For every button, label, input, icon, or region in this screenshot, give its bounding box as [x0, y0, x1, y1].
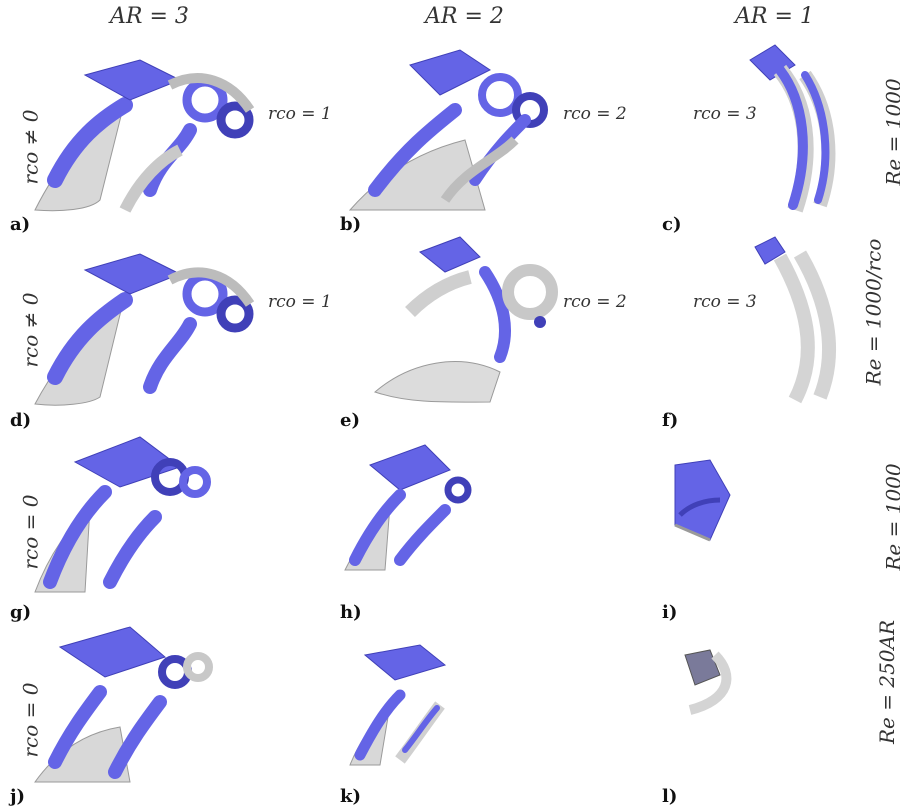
panel-label-b: b)	[340, 214, 362, 235]
row-label-right-2: Re = 1000/rco	[861, 238, 886, 386]
panel-b-vortex-render	[345, 40, 570, 215]
rco-tag-a: rco = 1	[268, 104, 332, 124]
panel-e-vortex-render	[370, 232, 570, 410]
rco-tag-c: rco = 3	[693, 104, 757, 124]
panel-label-e: e)	[340, 410, 360, 431]
panel-i-vortex-render	[660, 455, 740, 545]
row-label-right-4: Re = 250AR	[875, 619, 900, 745]
rco-tag-b: rco = 2	[563, 104, 627, 124]
panel-a-vortex-render	[30, 40, 270, 215]
panel-label-c: c)	[662, 214, 682, 235]
rco-tag-e: rco = 2	[563, 292, 627, 312]
column-heading-ar3: AR = 3	[110, 4, 189, 29]
panel-f-vortex-render	[750, 232, 845, 404]
panel-j-vortex-render	[30, 622, 220, 787]
panel-label-h: h)	[340, 602, 362, 623]
panel-k-vortex-render	[345, 640, 465, 770]
row-label-right-1: Re = 1000	[881, 78, 900, 186]
rco-tag-f: rco = 3	[693, 292, 757, 312]
panel-label-g: g)	[10, 602, 32, 623]
column-heading-ar1: AR = 1	[735, 4, 814, 29]
panel-l-vortex-render	[680, 645, 740, 715]
panel-label-i: i)	[662, 602, 678, 623]
panel-g-vortex-render	[30, 432, 220, 597]
panel-label-d: d)	[10, 410, 32, 431]
panel-label-k: k)	[340, 786, 361, 807]
panel-d-vortex-render	[30, 232, 270, 410]
column-heading-ar2: AR = 2	[425, 4, 504, 29]
panel-label-f: f)	[662, 410, 679, 431]
panel-label-j: j)	[10, 786, 26, 807]
rco-tag-d: rco = 1	[268, 292, 332, 312]
panel-label-l: l)	[662, 786, 678, 807]
panel-c-vortex-render	[745, 40, 845, 215]
panel-h-vortex-render	[340, 440, 480, 580]
row-label-right-3: Re = 1000	[881, 463, 900, 571]
panel-label-a: a)	[10, 214, 31, 235]
